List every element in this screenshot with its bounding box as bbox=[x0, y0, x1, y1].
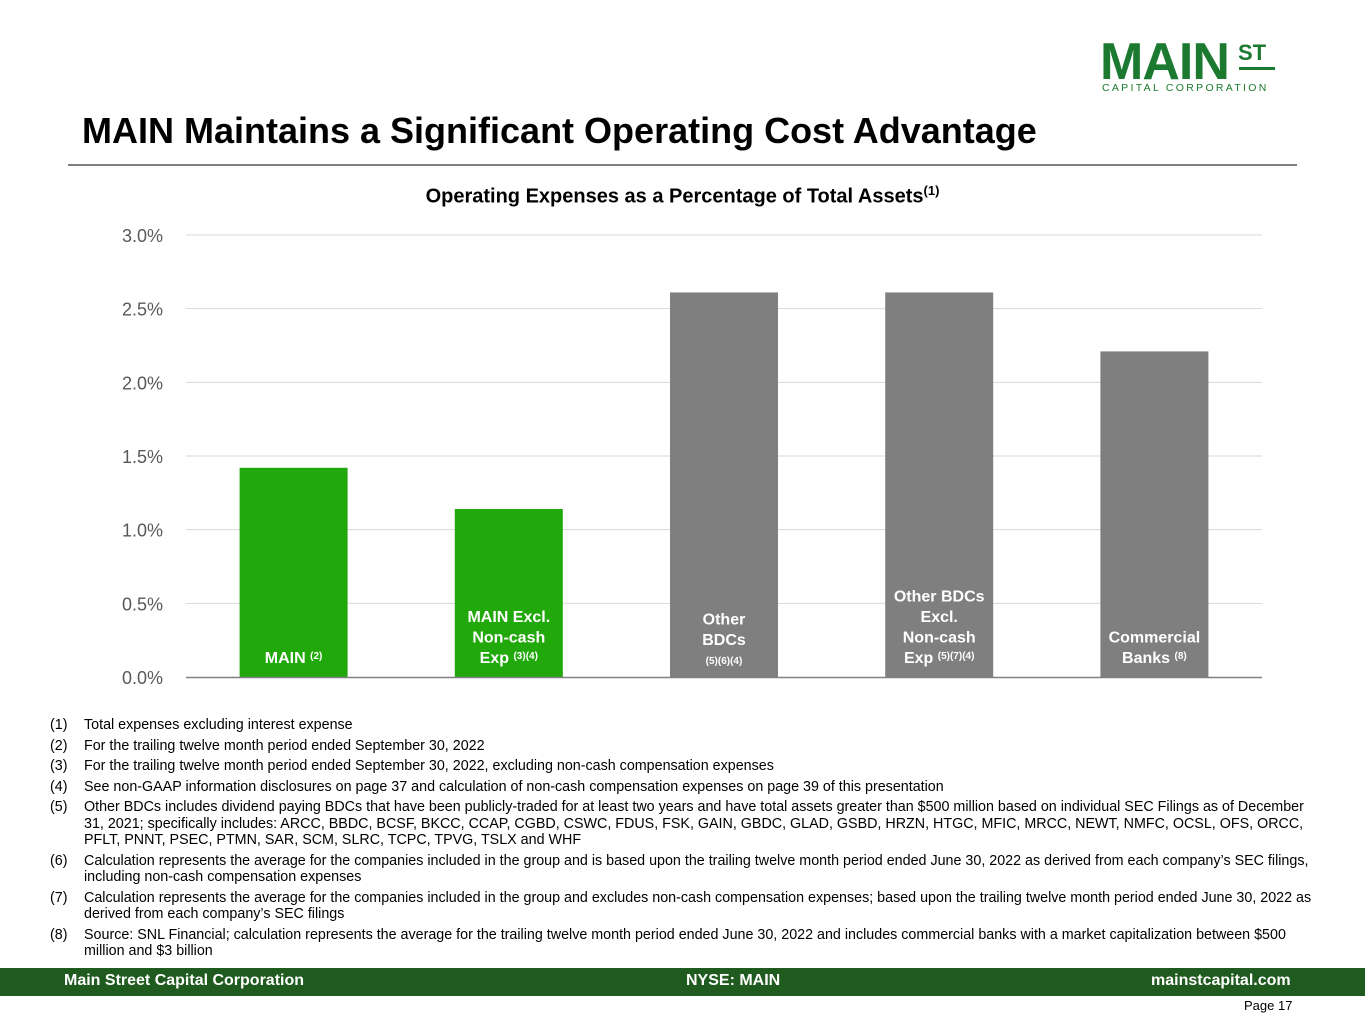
category-label-line: Non-cash bbox=[903, 630, 976, 647]
footnote-number: (4) bbox=[50, 778, 68, 795]
footnote-item: (7) Calculation represents the average fo… bbox=[50, 890, 1320, 923]
category-label-line: Exp (5)(7)(4) bbox=[904, 650, 974, 667]
category-footnote: (2) bbox=[310, 651, 322, 662]
category-label-text: Excl. bbox=[921, 609, 958, 626]
footer-ticker: NYSE: MAIN bbox=[686, 972, 781, 989]
footnote-number: (6) bbox=[50, 852, 68, 869]
footnote-item: (3) For the trailing twelve month period … bbox=[50, 758, 1320, 775]
y-tick-label: 3.0% bbox=[122, 226, 163, 246]
footnote-item: (8) Source: SNL Financial; calculation re… bbox=[50, 927, 1320, 960]
category-label-text: MAIN bbox=[265, 650, 306, 667]
category-label-text: Other BDCs bbox=[894, 589, 985, 606]
footer-company: Main Street Capital Corporation bbox=[64, 972, 305, 989]
bar-category-label: Other BDCs Excl. Non-cash Exp (5)(7)(4) bbox=[894, 589, 985, 668]
logo-main-text: MAIN bbox=[1100, 33, 1230, 91]
category-label-text: Non-cash bbox=[903, 630, 976, 647]
footnote-item: (1) Total expenses excluding interest exp… bbox=[50, 717, 1320, 734]
category-label-line: Other BDCs bbox=[894, 589, 985, 606]
category-label-text: Other bbox=[703, 612, 746, 629]
bar bbox=[239, 467, 348, 677]
category-label-text: MAIN Excl. bbox=[467, 609, 550, 626]
footnote-number: (3) bbox=[50, 758, 68, 774]
category-label-text: BDCs bbox=[702, 632, 746, 649]
main-street-logo: MAIN ST CAPITAL CORPORATION bbox=[1100, 36, 1280, 96]
footer-website[interactable]: mainstcapital.com bbox=[1151, 972, 1291, 989]
bar-category-label: Other BDCs (5)(6)(4) bbox=[702, 612, 746, 668]
y-tick-label: 2.0% bbox=[122, 373, 163, 393]
bar bbox=[885, 292, 994, 677]
chart-title-text: Operating Expenses as a Percentage of To… bbox=[425, 185, 924, 208]
title-divider bbox=[68, 164, 1297, 166]
footnote-number: (1) bbox=[50, 717, 68, 733]
y-axis-tick-labels: 0.0% 0.5% 1.0% 1.5% 2.0% 2.5% 3.0% bbox=[122, 226, 163, 688]
footnote-number: (8) bbox=[50, 926, 68, 943]
category-footnote: (5)(6)(4) bbox=[706, 656, 743, 667]
logo-subtitle: CAPITAL CORPORATION bbox=[1102, 82, 1269, 94]
category-label-line: MAIN (2) bbox=[265, 650, 323, 667]
category-label-line: Excl. bbox=[921, 609, 958, 626]
category-label-line: Exp (3)(4) bbox=[480, 650, 538, 667]
footnote-item: (2) For the trailing twelve month period … bbox=[50, 738, 1320, 755]
bar bbox=[1100, 351, 1209, 677]
category-label-line: BDCs bbox=[702, 632, 746, 649]
logo-underline bbox=[1239, 67, 1275, 70]
footnote-number: (2) bbox=[50, 737, 68, 754]
category-footnote: (3)(4) bbox=[513, 651, 537, 662]
category-label-text: Non-cash bbox=[472, 630, 545, 647]
footnote-number: (7) bbox=[50, 889, 68, 906]
footnote-number: (5) bbox=[50, 799, 68, 815]
chart-title-footnote: (1) bbox=[923, 183, 940, 198]
logo-st-text: ST bbox=[1238, 40, 1267, 65]
category-label-line: Non-cash bbox=[472, 630, 545, 647]
y-tick-label: 0.5% bbox=[122, 594, 163, 614]
footnote-text: Total expenses excluding interest expens… bbox=[84, 717, 353, 733]
category-footnote: (8) bbox=[1175, 651, 1187, 662]
category-label-text: Commercial bbox=[1109, 630, 1201, 647]
y-tick-label: 0.0% bbox=[122, 668, 163, 688]
bar-category-label: MAIN (2) bbox=[265, 650, 323, 667]
page-number: Page 17 bbox=[1244, 998, 1293, 1013]
bar bbox=[454, 509, 563, 677]
footnote-text: For the trailing twelve month period end… bbox=[84, 737, 485, 754]
footnote-text: Other BDCs includes dividend paying BDCs… bbox=[84, 799, 1304, 848]
y-tick-label: 1.5% bbox=[122, 447, 163, 467]
category-label-text: Exp bbox=[480, 650, 510, 667]
footnotes: (1) Total expenses excluding interest exp… bbox=[50, 717, 1320, 964]
footer-bar: Main Street Capital Corporation NYSE: MA… bbox=[0, 968, 1365, 996]
category-label-text: Exp bbox=[904, 650, 934, 667]
footnote-text: Calculation represents the average for t… bbox=[84, 852, 1309, 886]
category-label-line: MAIN Excl. bbox=[467, 609, 550, 626]
page-title: MAIN Maintains a Significant Operating C… bbox=[82, 110, 1037, 151]
footnote-text: Calculation represents the average for t… bbox=[84, 889, 1312, 923]
category-label-line: Other bbox=[703, 612, 746, 629]
footnote-item: (4) See non-GAAP information disclosures … bbox=[50, 779, 1320, 796]
chart-title: Operating Expenses as a Percentage of To… bbox=[0, 183, 1365, 209]
category-label-line: Banks (8) bbox=[1122, 650, 1187, 667]
footnote-text: Source: SNL Financial; calculation repre… bbox=[84, 926, 1286, 960]
category-label-line: Commercial bbox=[1109, 630, 1201, 647]
bar-category-label: MAIN Excl. Non-cash Exp (3)(4) bbox=[467, 609, 550, 667]
footnote-text: See non-GAAP information disclosures on … bbox=[84, 778, 944, 795]
footnote-item: (5) Other BDCs includes dividend paying B… bbox=[50, 799, 1320, 849]
footnote-item: (6) Calculation represents the average fo… bbox=[50, 853, 1320, 886]
category-footnote: (5)(7)(4) bbox=[938, 651, 975, 662]
bar-chart: 0.0%0.5%1.0%1.5%2.0%2.5%3.0% MAIN (2)MAI… bbox=[122, 226, 1262, 688]
bar bbox=[670, 292, 778, 677]
footnote-text: For the trailing twelve month period end… bbox=[84, 758, 774, 774]
bars bbox=[239, 292, 1209, 677]
y-tick-label: 1.0% bbox=[122, 521, 163, 541]
bar-category-label: Commercial Banks (8) bbox=[1109, 630, 1201, 668]
y-tick-label: 2.5% bbox=[122, 300, 163, 320]
category-label-text: Banks bbox=[1122, 650, 1170, 667]
